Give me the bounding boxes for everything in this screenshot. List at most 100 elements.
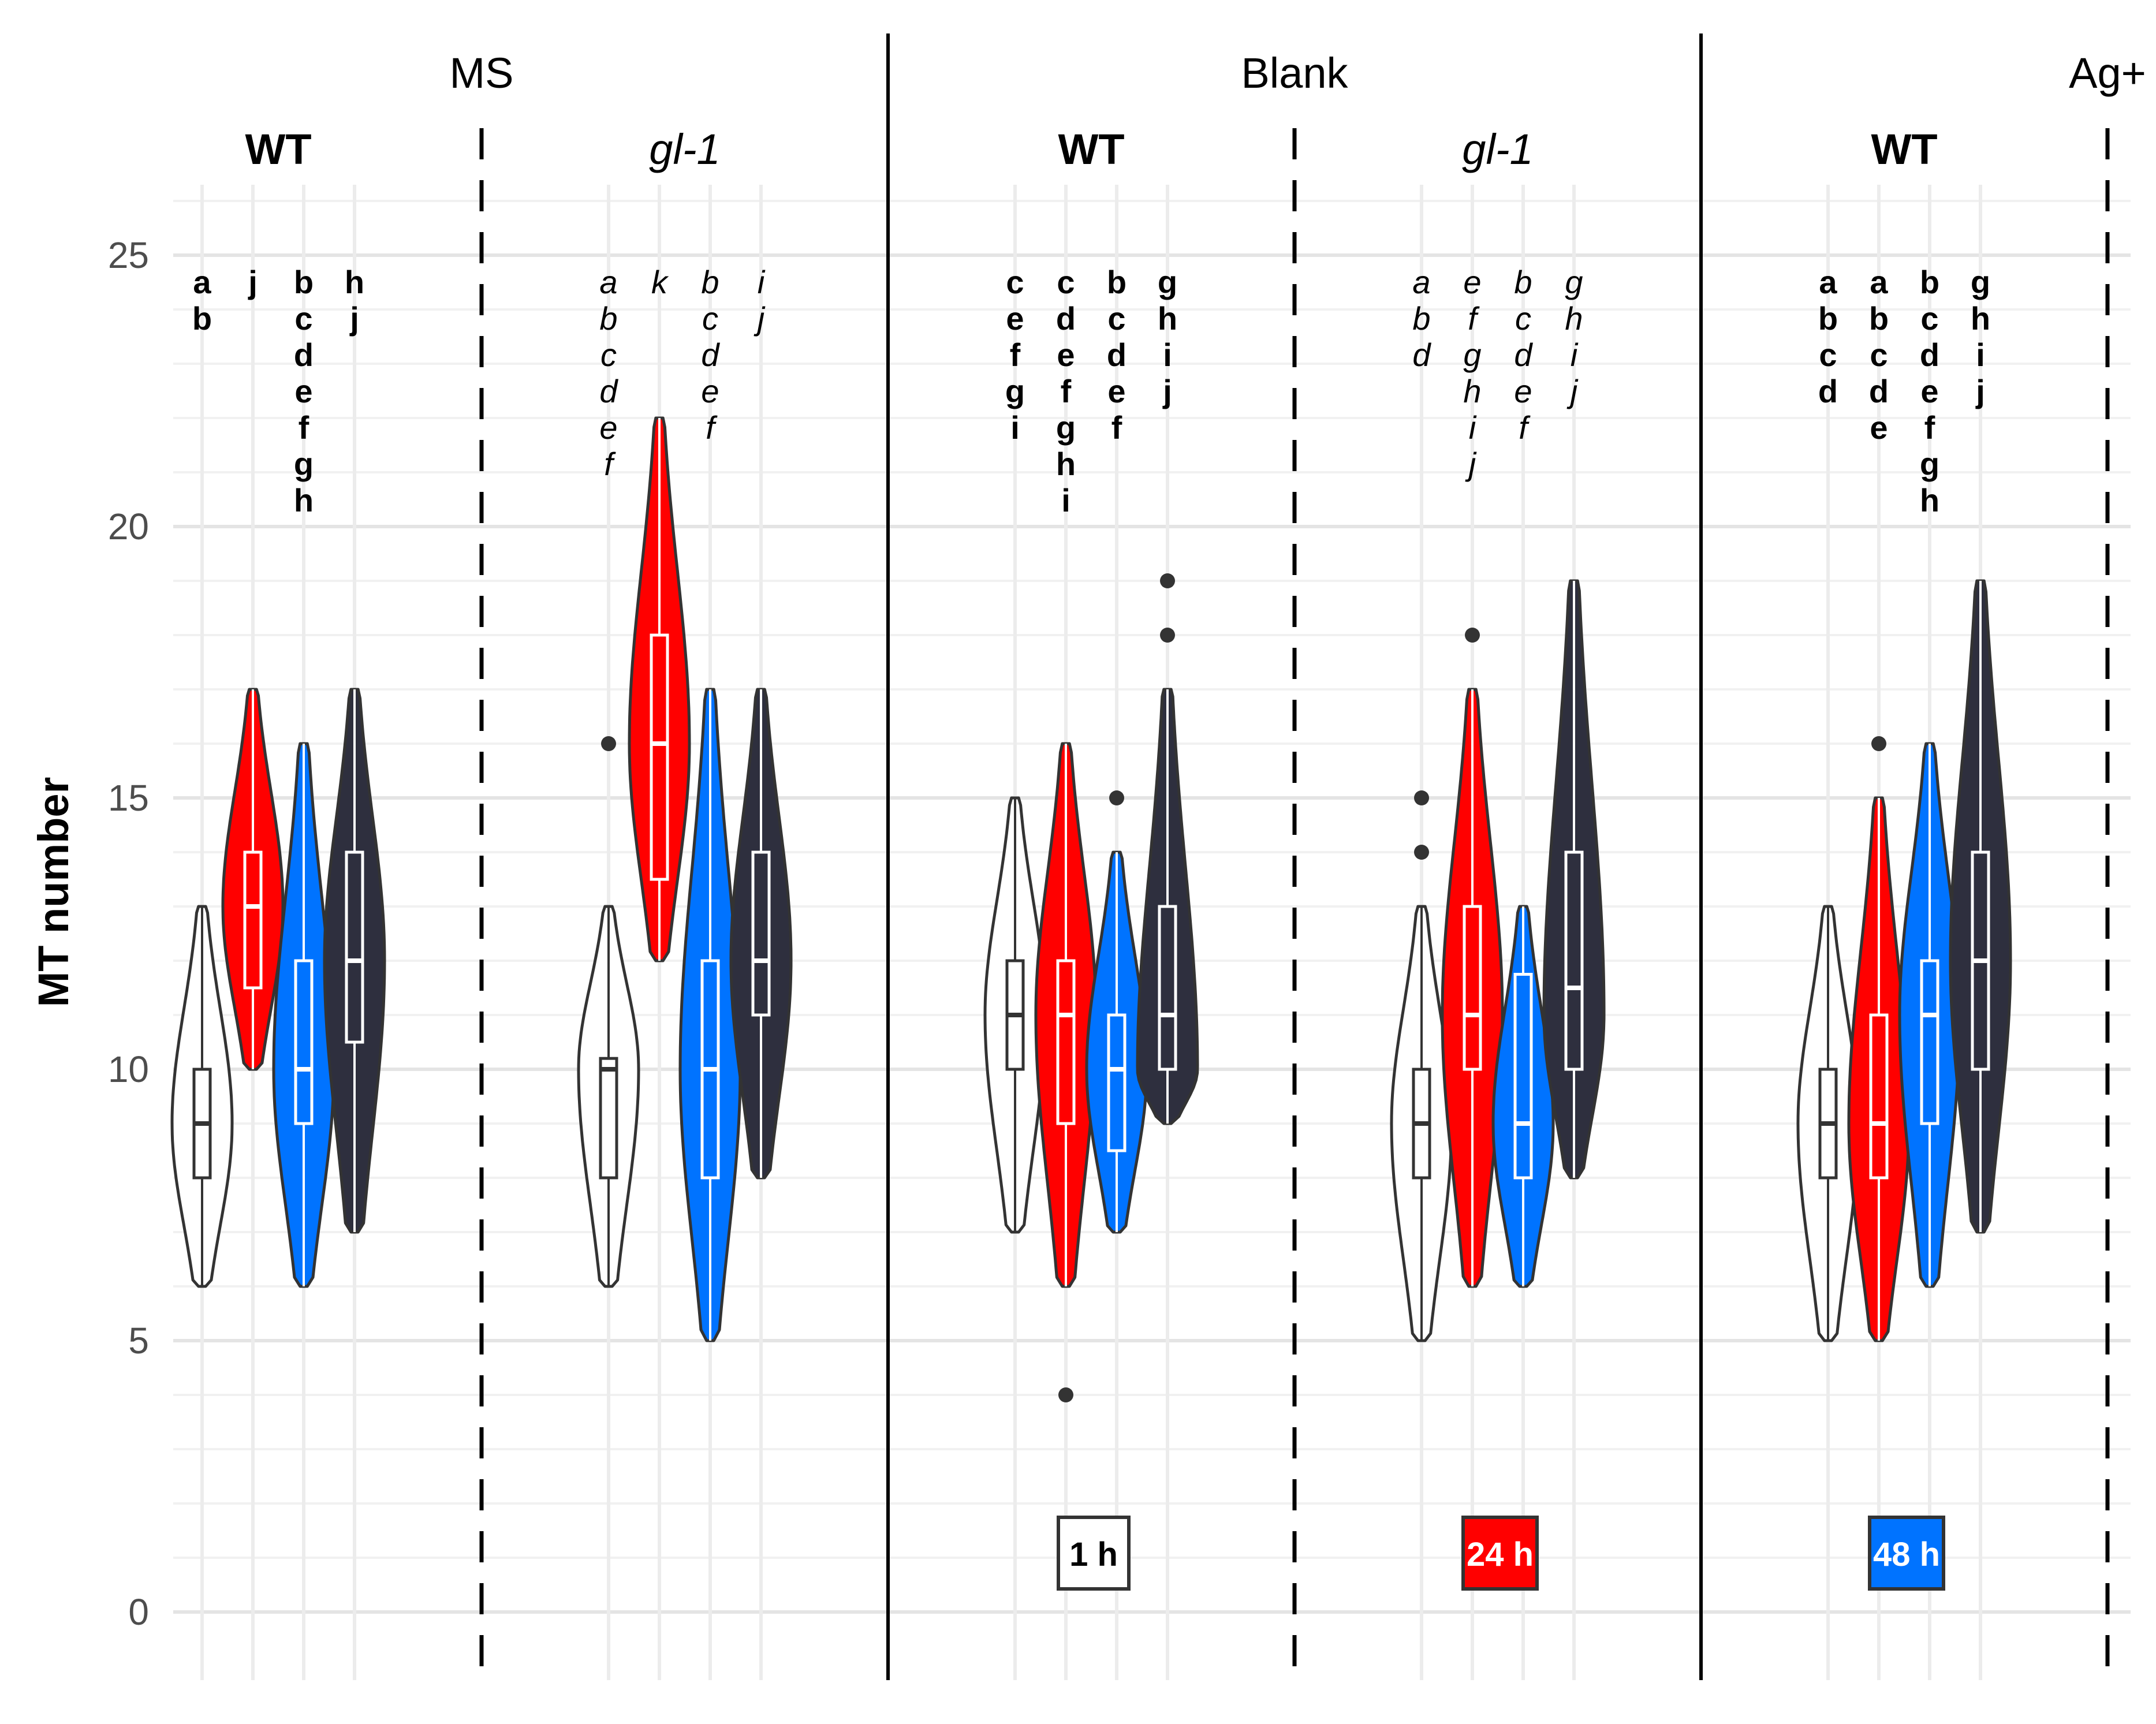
violin-blank-wt-48-h bbox=[1085, 790, 1148, 1234]
violin-blank-gl-1-1-h bbox=[1390, 790, 1453, 1342]
significance-letter: e bbox=[1463, 264, 1481, 300]
significance-letter: d bbox=[1869, 373, 1889, 409]
outlier-point bbox=[1109, 790, 1124, 805]
quartile-box bbox=[599, 1057, 618, 1180]
quartile-box bbox=[1564, 850, 1584, 1071]
facet-title-ms: MS bbox=[450, 49, 514, 97]
violin-blank-gl-1-72-h bbox=[1542, 579, 1606, 1180]
outlier-point bbox=[1414, 790, 1429, 805]
genotype-label-gl-1: gl-1 bbox=[1462, 125, 1533, 173]
significance-letter: f bbox=[604, 446, 616, 482]
significance-letter: c bbox=[1515, 300, 1531, 337]
significance-letter: f bbox=[1924, 409, 1935, 446]
violin-body bbox=[1949, 579, 2012, 1234]
legend-swatch bbox=[1868, 1516, 1945, 1591]
significance-letter: c bbox=[600, 337, 617, 373]
quartile-box bbox=[1056, 959, 1076, 1125]
significance-letter: i bbox=[1010, 409, 1020, 446]
y-tick-label: 20 bbox=[108, 506, 149, 547]
violin-body bbox=[1491, 905, 1555, 1288]
significance-letter: d bbox=[701, 337, 720, 373]
quartile-box bbox=[345, 850, 364, 1044]
significance-letter: d bbox=[1514, 337, 1533, 373]
significance-letter: a bbox=[599, 264, 617, 300]
significance-letter: e bbox=[1107, 373, 1125, 409]
violin-body bbox=[628, 416, 691, 962]
significance-letter: a bbox=[1412, 264, 1430, 300]
significance-letter: f bbox=[1468, 300, 1480, 337]
violin-body bbox=[170, 905, 234, 1288]
significance-letter: j bbox=[1465, 446, 1477, 482]
significance-letter: b bbox=[294, 264, 314, 300]
facet-title-blank: Blank bbox=[1241, 49, 1348, 97]
significance-letter: i bbox=[1469, 409, 1477, 446]
y-axis-label: MT number bbox=[29, 777, 77, 1007]
quartile-box bbox=[1869, 1013, 1889, 1180]
violin-blank-gl-1-48-h bbox=[1491, 905, 1555, 1288]
y-tick-label: 10 bbox=[108, 1048, 149, 1090]
significance-letter: g bbox=[1158, 264, 1177, 300]
y-tick-label: 5 bbox=[128, 1320, 149, 1361]
significance-letter: e bbox=[1920, 373, 1938, 409]
quartile-box bbox=[650, 633, 669, 881]
significance-letter: e bbox=[599, 409, 617, 446]
significance-letter: k bbox=[651, 264, 669, 300]
violin-ag-plus-wt-48-h bbox=[1898, 742, 1961, 1288]
significance-letter: e bbox=[1870, 409, 1888, 446]
facet-title-ag-plus: Ag+ bbox=[2069, 49, 2146, 97]
significance-letter: f bbox=[1010, 337, 1021, 373]
violin-series bbox=[170, 416, 2012, 1402]
significance-letter: d bbox=[1056, 300, 1076, 337]
significance-letter: c bbox=[1920, 300, 1938, 337]
significance-letter: b bbox=[1412, 300, 1430, 337]
significance-letter: j bbox=[349, 300, 359, 337]
panel-separators bbox=[479, 33, 2110, 1680]
violin-body bbox=[577, 905, 640, 1288]
y-tick-label: 15 bbox=[108, 777, 149, 819]
significance-letter: i bbox=[1163, 337, 1172, 373]
significance-letter: b bbox=[1869, 300, 1889, 337]
legend-label: 48 h bbox=[1873, 1536, 1940, 1573]
violin-ag-plus-wt-72-h bbox=[1949, 579, 2012, 1234]
quartile-box bbox=[1513, 973, 1533, 1180]
violin-body bbox=[1542, 579, 1606, 1180]
significance-letter: b bbox=[192, 300, 212, 337]
significance-letter: e bbox=[1057, 337, 1075, 373]
significance-letter: i bbox=[1976, 337, 1985, 373]
quartile-box bbox=[1107, 1013, 1127, 1152]
significance-letter: d bbox=[1818, 373, 1838, 409]
quartile-box bbox=[243, 850, 263, 990]
significance-letter: e bbox=[1006, 300, 1024, 337]
violin-ms-gl-1-72-h bbox=[729, 688, 793, 1180]
significance-letter: c bbox=[702, 300, 718, 337]
outlier-point bbox=[1160, 628, 1175, 643]
legend-swatch bbox=[1057, 1516, 1131, 1591]
significance-letter: j bbox=[1975, 373, 1985, 409]
significance-letter: d bbox=[1107, 337, 1127, 373]
significance-letter: i bbox=[1571, 337, 1579, 373]
y-axis: MT number 0 5 10 15 20 25 bbox=[29, 234, 149, 1633]
violin-blank-wt-72-h bbox=[1136, 573, 1199, 1125]
significance-letter: a bbox=[1870, 264, 1888, 300]
significance-letter: c bbox=[294, 300, 312, 337]
violin-body bbox=[729, 688, 793, 1180]
legend-swatch bbox=[1461, 1516, 1539, 1591]
significance-letter: h bbox=[1158, 300, 1177, 337]
significance-letter: c bbox=[1870, 337, 1888, 373]
outlier-point bbox=[1871, 736, 1886, 751]
significance-letter: h bbox=[1056, 446, 1076, 482]
significance-letter: f bbox=[299, 409, 309, 446]
significance-letter: d bbox=[1412, 337, 1431, 373]
violin-blank-gl-1-24-h bbox=[1441, 628, 1504, 1288]
legend-label: 1 h bbox=[1069, 1536, 1118, 1573]
significance-letter: d bbox=[599, 373, 618, 409]
significance-letter: c bbox=[1057, 264, 1075, 300]
violin-ms-wt-24-h bbox=[221, 688, 285, 1071]
quartile-box bbox=[294, 959, 314, 1125]
significance-letter: h bbox=[294, 482, 314, 518]
significance-letter: a bbox=[1819, 264, 1837, 300]
significance-letter: e bbox=[1514, 373, 1532, 409]
